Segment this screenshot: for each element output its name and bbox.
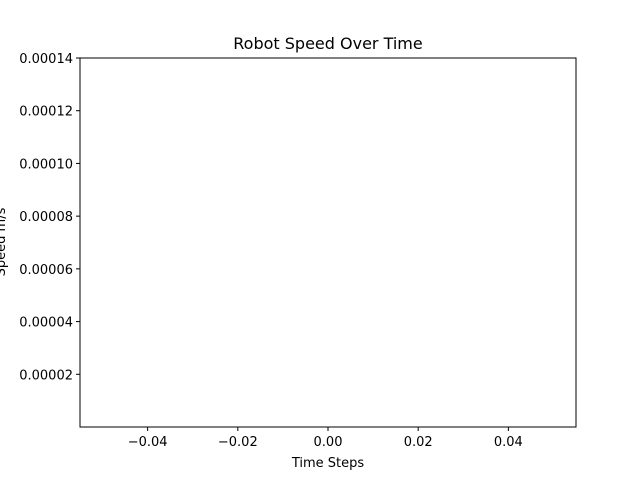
x-tick-label: −0.02 xyxy=(218,435,258,450)
x-tick-label: −0.04 xyxy=(128,435,168,450)
y-axis: 0.00002 0.00004 0.00006 0.00008 0.00010 0.000… xyxy=(19,52,80,383)
x-tick-label: 0.00 xyxy=(314,435,343,450)
y-tick-label: 0.00002 xyxy=(19,368,73,383)
x-tick-label: 0.04 xyxy=(494,435,523,450)
y-tick-label: 0.00012 xyxy=(19,105,73,120)
plot-frame xyxy=(79,57,577,428)
y-tick-label: 0.00014 xyxy=(19,52,73,67)
x-tick-label: 0.02 xyxy=(404,435,433,450)
x-axis: −0.04 −0.02 0.00 0.02 0.04 xyxy=(128,427,523,450)
y-tick-label: 0.00008 xyxy=(19,210,73,225)
x-axis-label: Time Steps xyxy=(291,456,365,471)
y-tick-label: 0.00006 xyxy=(19,263,73,278)
y-tick-label: 0.00010 xyxy=(19,157,73,172)
chart-title: Robot Speed Over Time xyxy=(233,34,422,53)
y-axis-label: Speed m/s xyxy=(0,207,9,276)
y-tick-label: 0.00004 xyxy=(19,316,73,331)
